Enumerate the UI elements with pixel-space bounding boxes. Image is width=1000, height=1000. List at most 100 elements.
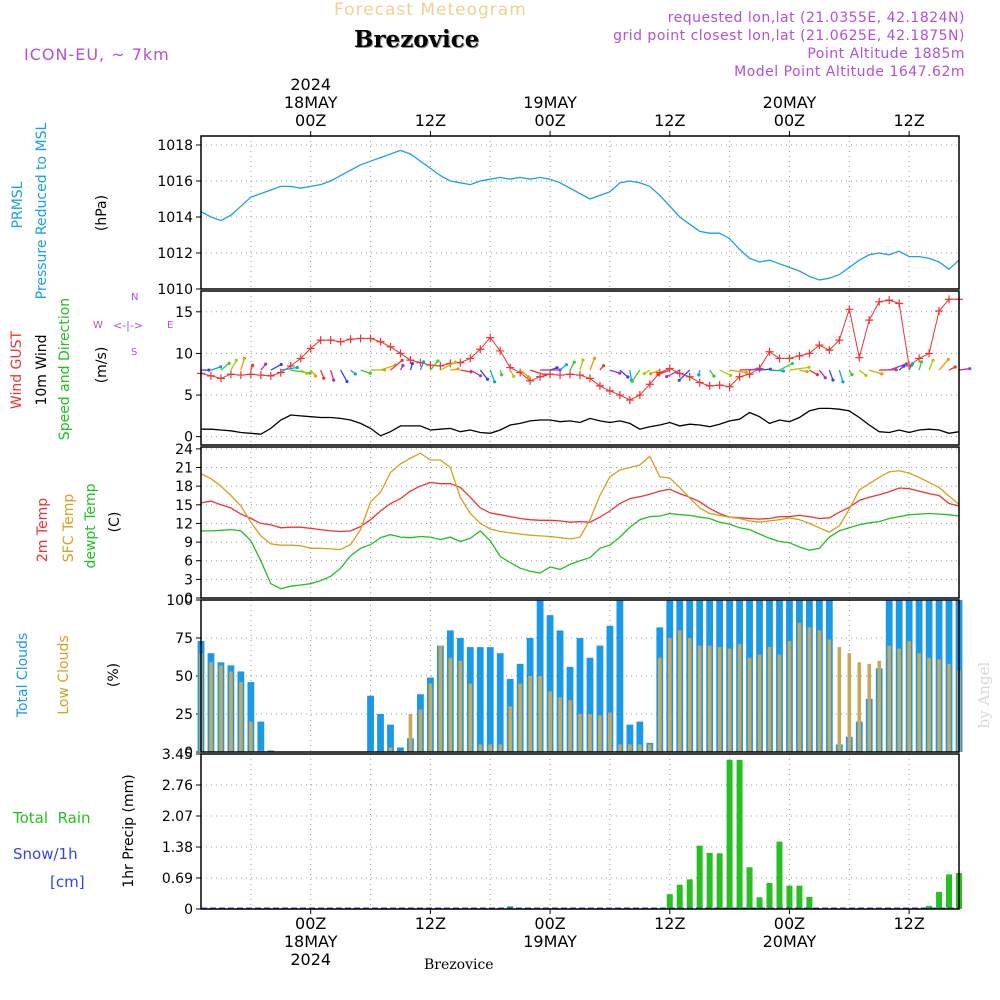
gust-point (496, 346, 505, 355)
gust-point (456, 358, 465, 367)
y-tick-label: 1018 (157, 138, 193, 154)
bottom-time-label: 12Z (654, 914, 685, 933)
gust-point (266, 371, 275, 380)
y-tick-label: 6 (184, 554, 193, 570)
low-cloud-bar (249, 721, 253, 752)
wind-arrow-head (543, 373, 547, 377)
total-cloud-bar (596, 645, 604, 752)
wind-arrow-head (831, 378, 835, 382)
gust-point (715, 381, 724, 390)
wind-arrow-head (227, 361, 231, 365)
wind-arrow-head (478, 374, 483, 378)
low-cloud-bar (478, 744, 483, 752)
wind-arrow (479, 369, 489, 380)
y-tick-label: 2.76 (162, 778, 193, 794)
y-tick-label: 0 (184, 902, 193, 918)
wind-arrow-head (601, 364, 606, 368)
rain-bar (756, 897, 763, 909)
low-cloud-bar (408, 714, 413, 752)
wind-arrow (719, 369, 731, 376)
wind-arrow-head (456, 367, 460, 371)
temp2m-series (200, 481, 960, 533)
bottom-time-label: 00Z (774, 914, 805, 933)
snow-label: Snow/1h (13, 845, 78, 863)
wind-arrow-head (500, 373, 504, 377)
wind-arrow-head (485, 377, 490, 381)
gust-point (865, 316, 874, 325)
low-cloud-bar (219, 665, 223, 752)
low-cloud-bar (239, 682, 243, 752)
total-cloud-bar (247, 682, 255, 752)
low-cloud-bar (259, 750, 263, 752)
rain-bar (716, 853, 723, 909)
gust-point (206, 371, 215, 380)
gust-point (595, 381, 604, 390)
top-time-label: 00Z (295, 111, 326, 130)
rain-bar (746, 867, 753, 909)
wind-arrow (579, 359, 584, 371)
low-cloud-bar (677, 630, 682, 752)
gust-point (406, 356, 415, 365)
wind-arrow (838, 369, 844, 383)
wind-arrow (210, 366, 221, 371)
forecast-title: Forecast Meteogram (334, 0, 527, 20)
gust-point (845, 305, 854, 314)
wind-arrow-head (305, 371, 309, 375)
low-cloud-bar (827, 639, 832, 752)
wind-arrow (469, 369, 481, 377)
grid-point-coords: grid point closest lon,lat (21.0625E, 42… (613, 28, 965, 44)
gust-point (476, 345, 485, 354)
wind-arrow-head (572, 360, 576, 364)
y-tick-label: 1014 (157, 210, 193, 226)
low-cloud-bar (757, 654, 762, 752)
wind-arrow (360, 369, 371, 374)
wind-arrow (759, 368, 771, 371)
wind-arrow-head (313, 374, 318, 378)
bottom-time-label: 00Z (295, 914, 326, 933)
y-tick-label: 0.69 (162, 871, 193, 887)
low-cloud-bar (558, 697, 562, 752)
wind-arrow-head (421, 360, 426, 364)
low-cloud-bar (707, 645, 712, 752)
rain-bar (736, 759, 743, 909)
rain-bar (686, 879, 693, 909)
gust-point (635, 391, 644, 400)
low-cloud-bar (867, 663, 872, 752)
low-cloud-bar (498, 744, 503, 752)
wind-arrow-head (902, 364, 906, 368)
wind-arrow-head (264, 362, 268, 366)
bottom-time-label: 12Z (415, 914, 446, 933)
wind-arrow (589, 358, 596, 371)
rain-bar (796, 885, 803, 909)
low-cloud-bar (747, 657, 752, 752)
low-cloud-bar (568, 700, 572, 752)
wind-arrow-head (755, 367, 759, 371)
gust-point (576, 371, 584, 380)
gust-point (895, 299, 904, 308)
low-cloud-bar (538, 676, 542, 752)
gust-point (236, 371, 245, 380)
wind-arrow (938, 359, 949, 371)
footer-location: Brezovice (424, 957, 494, 973)
wind-arrow (818, 369, 826, 379)
low-cloud-bar (717, 647, 722, 752)
wind-arrow-head (968, 367, 972, 371)
y-tick-label: 100 (166, 593, 193, 609)
low-cloud-bar (588, 714, 592, 752)
gust-point (735, 372, 744, 381)
wind-arrow-head (880, 372, 884, 376)
total-cloud-bar (397, 747, 404, 752)
low-cloud-bar (548, 691, 552, 752)
wind-arrow (631, 369, 641, 382)
wind-arrow-head (436, 359, 440, 363)
rain-bar (726, 759, 733, 909)
wind-arrow (390, 359, 403, 371)
low-cloud-bar (648, 744, 652, 752)
low-cloud-bar (937, 659, 941, 752)
rain-bar (766, 882, 773, 909)
wind-arrow-head (279, 362, 283, 367)
gust-point (526, 376, 535, 385)
sfc-temp-series (200, 452, 960, 551)
low-cloud-bar (528, 676, 532, 752)
total-cloud-bar (257, 721, 265, 752)
